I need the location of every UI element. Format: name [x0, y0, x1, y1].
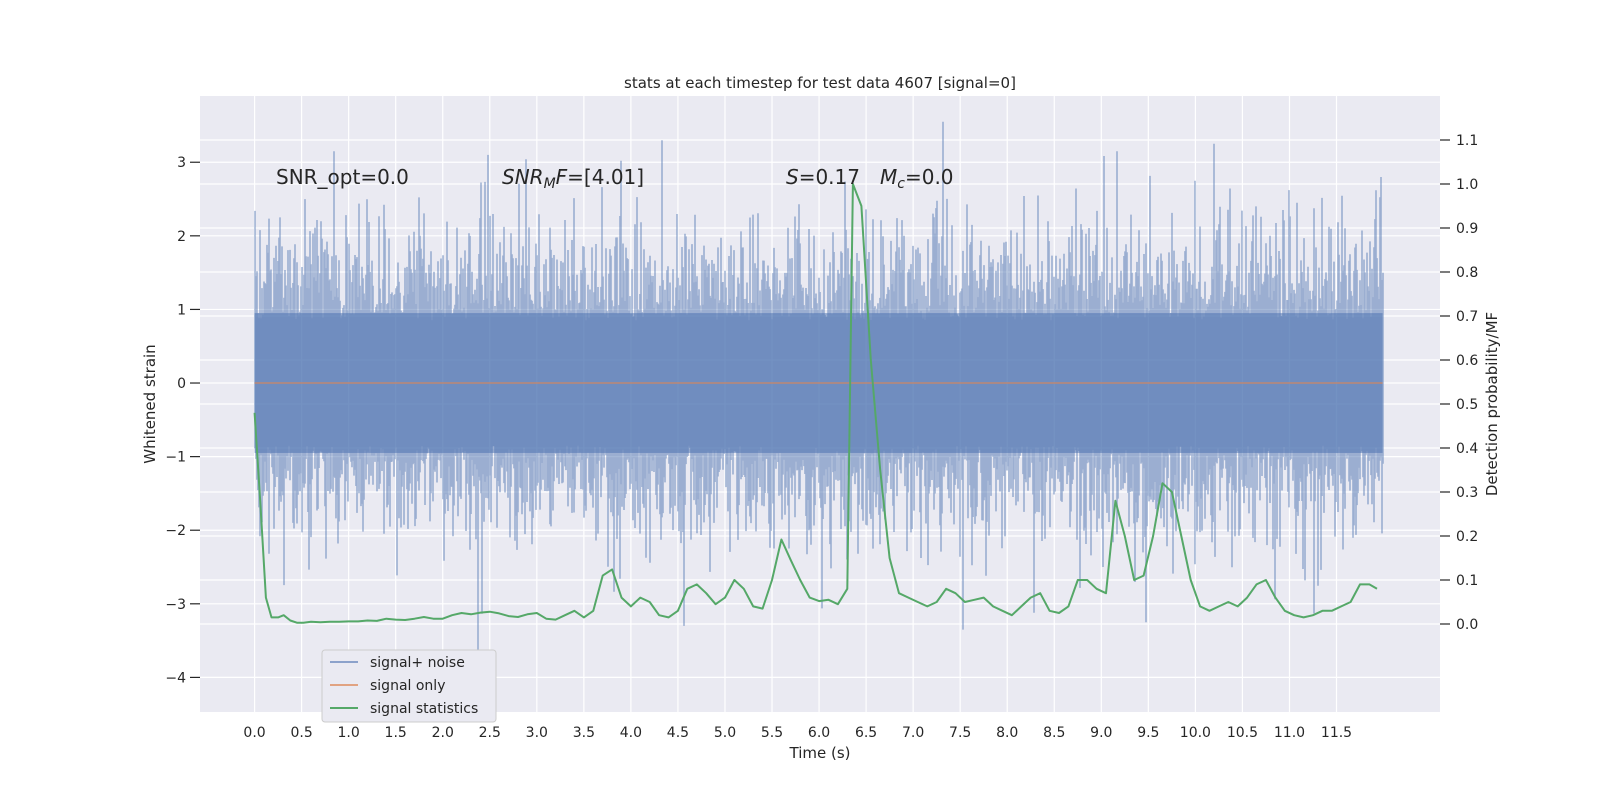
y-right-tick-label: 0.0	[1456, 617, 1478, 633]
legend: signal+ noise signal only signal statist…	[321, 649, 497, 723]
y-left-tick-label: 3	[177, 155, 186, 171]
x-tick-label: 1.0	[338, 725, 360, 741]
x-tick-label: 6.0	[808, 725, 830, 741]
x-tick-label: 8.5	[1043, 725, 1065, 741]
x-tick-label: 0.5	[290, 725, 312, 741]
y-left-tick-label: −1	[165, 450, 186, 466]
x-tick-label: 2.0	[432, 725, 454, 741]
annotation-snr-mf-subscript: M	[544, 176, 556, 192]
annotation-snr-mf-value: =[4.01]	[567, 165, 644, 189]
x-tick-label: 8.0	[996, 725, 1018, 741]
annotation-mc-symbol: M	[880, 165, 897, 189]
y-right-tick-label: 1.1	[1456, 133, 1478, 149]
annotation-snr-mf-symbol: SNR	[502, 165, 544, 189]
legend-label-signal: signal only	[370, 678, 445, 694]
y-left-tick-label: 1	[177, 302, 186, 318]
y-right-tick-label: 0.4	[1456, 441, 1478, 457]
y-right-tick-label: 0.5	[1456, 397, 1478, 413]
legend-label-statistics: signal statistics	[370, 701, 478, 717]
annotation-s: S=0.17	[786, 165, 860, 189]
annotation-s-value: =0.17	[799, 165, 860, 189]
x-tick-label: 2.5	[479, 725, 501, 741]
y-right-tick-label: 0.7	[1456, 309, 1478, 325]
legend-box	[321, 649, 497, 723]
y-right-tick-label: 0.6	[1456, 353, 1478, 369]
y-right-tick-label: 0.8	[1456, 265, 1478, 281]
x-tick-label: 7.5	[949, 725, 971, 741]
x-tick-label: 7.0	[902, 725, 924, 741]
y-left-tick-label: 0	[177, 376, 186, 392]
y-right-axis-label: Detection probability/MF	[1483, 312, 1501, 496]
annotation-mc: Mc=0.0	[880, 165, 954, 192]
legend-label-noise: signal+ noise	[370, 655, 465, 671]
x-tick-label: 0.0	[243, 725, 265, 741]
x-tick-label: 11.5	[1321, 725, 1352, 741]
x-tick-label: 3.5	[573, 725, 595, 741]
annotation-mc-subscript: c	[897, 176, 905, 192]
x-tick-label: 10.5	[1227, 725, 1258, 741]
annotation-mc-value: =0.0	[905, 165, 954, 189]
annotation-snr-opt: SNR_opt=0.0	[276, 165, 409, 189]
x-tick-label: 10.0	[1180, 725, 1211, 741]
annotations: SNR_opt=0.0 SNRMF=[4.01] S=0.17 Mc=0.0	[276, 165, 954, 192]
y-right-tick-label: 1.0	[1456, 177, 1478, 193]
y-left-axis-ticks: −4 −3 −2 −1 0 1 2 3	[165, 155, 200, 686]
y-left-tick-label: −2	[165, 523, 186, 539]
x-tick-label: 5.0	[714, 725, 736, 741]
x-tick-label: 9.0	[1090, 725, 1112, 741]
x-tick-label: 4.5	[667, 725, 689, 741]
stats-layer	[253, 183, 1378, 624]
x-tick-label: 4.0	[620, 725, 642, 741]
x-tick-label: 5.5	[761, 725, 783, 741]
series-signal-statistics	[253, 183, 1378, 624]
y-left-tick-label: 2	[177, 229, 186, 245]
y-right-tick-label: 0.1	[1456, 573, 1478, 589]
y-left-tick-label: −3	[165, 597, 186, 613]
x-axis-ticks: 0.0 0.5 1.0 1.5 2.0 2.5 3.0 3.5 4.0 4.5 5.0 5.5 6.0 6…	[243, 725, 1352, 741]
annotation-s-symbol: S	[786, 165, 799, 189]
x-tick-label: 3.0	[526, 725, 548, 741]
annotation-snr-mf-suffix: F	[556, 165, 568, 189]
x-tick-label: 11.0	[1274, 725, 1305, 741]
chart-title: stats at each timestep for test data 460…	[624, 74, 1016, 92]
y-left-tick-label: −4	[165, 670, 186, 686]
x-tick-label: 1.5	[385, 725, 407, 741]
y-left-axis-label: Whitened strain	[141, 344, 159, 463]
y-right-axis-ticks: 0.0 0.1 0.2 0.3 0.4 0.5 0.6 0.7 0.8 0.9 1.0 1.1	[1440, 133, 1478, 633]
x-axis-label: Time (s)	[789, 744, 851, 762]
annotation-snr-mf: SNRMF=[4.01]	[502, 165, 644, 192]
y-right-tick-label: 0.2	[1456, 529, 1478, 545]
y-right-tick-label: 0.3	[1456, 485, 1478, 501]
y-right-tick-label: 0.9	[1456, 221, 1478, 237]
x-tick-label: 9.5	[1137, 725, 1159, 741]
x-tick-label: 6.5	[855, 725, 877, 741]
